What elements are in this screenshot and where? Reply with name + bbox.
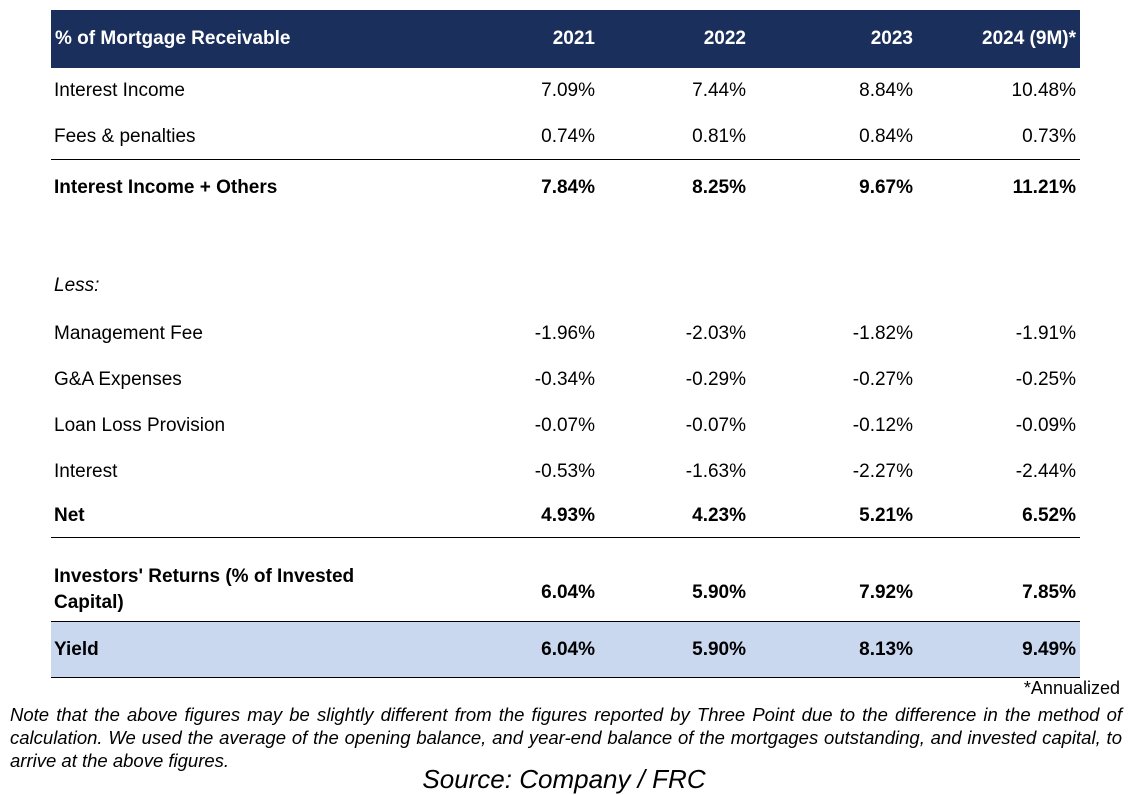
row-interest-income-others: Interest Income + Others 7.84% 8.25% 9.6…	[51, 160, 1080, 216]
row-investors-returns: Investors' Returns (% of Invested Capital…	[51, 538, 1080, 622]
cell-2022: 5.90%	[692, 582, 746, 603]
table-header-row: % of Mortgage Receivable 2021 2022 2023 …	[51, 10, 1080, 68]
header-year-2024: 2024 (9M)*	[982, 28, 1076, 49]
annualized-footnote: *Annualized	[1023, 678, 1120, 698]
cell-2021: 7.84%	[541, 177, 595, 198]
cell-2023: 0.84%	[859, 125, 913, 147]
row-label-line1: Investors' Returns (% of Invested	[54, 566, 355, 587]
cell-2023: 8.84%	[859, 80, 913, 101]
row-interest-income: Interest Income 7.09% 7.44% 8.84% 10.48%	[51, 68, 1080, 114]
cell-2021: 6.04%	[541, 582, 595, 603]
returns-table: % of Mortgage Receivable 2021 2022 2023 …	[51, 10, 1080, 678]
cell-2024: -0.09%	[1015, 415, 1076, 436]
spacer-row	[51, 216, 1080, 261]
row-label: Yield	[54, 638, 99, 660]
row-label: Management Fee	[54, 323, 203, 344]
row-label: Net	[54, 505, 85, 526]
source-caption: Source: Company / FRC	[422, 764, 706, 794]
row-ga-expenses: G&A Expenses -0.34% -0.29% -0.27% -0.25%	[51, 357, 1080, 403]
cell-2024: 7.85%	[1022, 582, 1076, 603]
row-loan-loss-provision: Loan Loss Provision -0.07% -0.07% -0.12%…	[51, 403, 1080, 449]
header-year-2023: 2023	[870, 28, 913, 49]
cell-2021: -1.96%	[534, 323, 595, 344]
row-interest: Interest -0.53% -1.63% -2.27% -2.44%	[51, 449, 1080, 495]
methodology-note: Note that the above figures may be sligh…	[10, 704, 1122, 771]
row-net: Net 4.93% 4.23% 5.21% 6.52%	[51, 495, 1080, 538]
row-less: Less:	[51, 261, 1080, 311]
cell-2023: 7.92%	[859, 582, 913, 603]
header-label: % of Mortgage Receivable	[55, 28, 291, 49]
cell-2021: 0.74%	[541, 125, 595, 147]
row-fees-penalties: Fees & penalties 0.74% 0.81% 0.84% 0.73%	[51, 114, 1080, 160]
row-label: Interest Income	[54, 80, 185, 101]
row-management-fee: Management Fee -1.96% -2.03% -1.82% -1.9…	[51, 311, 1080, 357]
cell-2023: 8.13%	[859, 638, 913, 660]
cell-2022: 8.25%	[692, 177, 746, 198]
cell-2022: -2.03%	[685, 323, 746, 344]
cell-2021: 7.09%	[541, 80, 595, 101]
row-label-line2: Capital)	[54, 592, 124, 613]
cell-2024: -0.25%	[1015, 369, 1076, 390]
cell-2022: 4.23%	[692, 505, 746, 526]
cell-2023: -1.82%	[852, 323, 913, 344]
cell-2022: -1.63%	[685, 461, 746, 482]
cell-2022: 5.90%	[692, 638, 746, 660]
cell-2023: 5.21%	[859, 505, 913, 526]
cell-2024: 10.48%	[1011, 80, 1076, 101]
cell-2021: 6.04%	[541, 638, 595, 660]
cell-2023: -0.27%	[852, 369, 913, 390]
cell-2024: 6.52%	[1022, 505, 1076, 526]
cell-2023: -2.27%	[852, 461, 913, 482]
row-label: Interest	[54, 461, 118, 482]
row-label: Fees & penalties	[54, 125, 196, 147]
row-yield: Yield 6.04% 5.90% 8.13% 9.49%	[51, 622, 1080, 678]
row-label: Loan Loss Provision	[54, 415, 226, 436]
cell-2023: 9.67%	[859, 177, 913, 198]
cell-2024: 9.49%	[1022, 638, 1076, 660]
cell-2021: -0.07%	[534, 415, 595, 436]
row-label: Investors' Returns (% of Invested Capital…	[51, 538, 484, 616]
cell-2022: -0.07%	[685, 415, 746, 436]
header-year-2022: 2022	[703, 28, 746, 49]
header-year-2021: 2021	[552, 28, 595, 49]
cell-2022: 7.44%	[692, 80, 746, 101]
cell-2022: 0.81%	[692, 125, 746, 147]
row-label: Less:	[54, 275, 100, 296]
cell-2024: -2.44%	[1015, 461, 1076, 482]
cell-2024: 0.73%	[1022, 125, 1076, 147]
row-label: Interest Income + Others	[54, 177, 278, 198]
cell-2022: -0.29%	[685, 369, 746, 390]
cell-2024: 11.21%	[1012, 177, 1076, 198]
cell-2021: -0.34%	[534, 369, 595, 390]
row-label: G&A Expenses	[54, 369, 182, 390]
cell-2021: -0.53%	[534, 461, 595, 482]
cell-2024: -1.91%	[1015, 323, 1076, 344]
cell-2023: -0.12%	[852, 415, 913, 436]
cell-2021: 4.93%	[541, 505, 595, 526]
